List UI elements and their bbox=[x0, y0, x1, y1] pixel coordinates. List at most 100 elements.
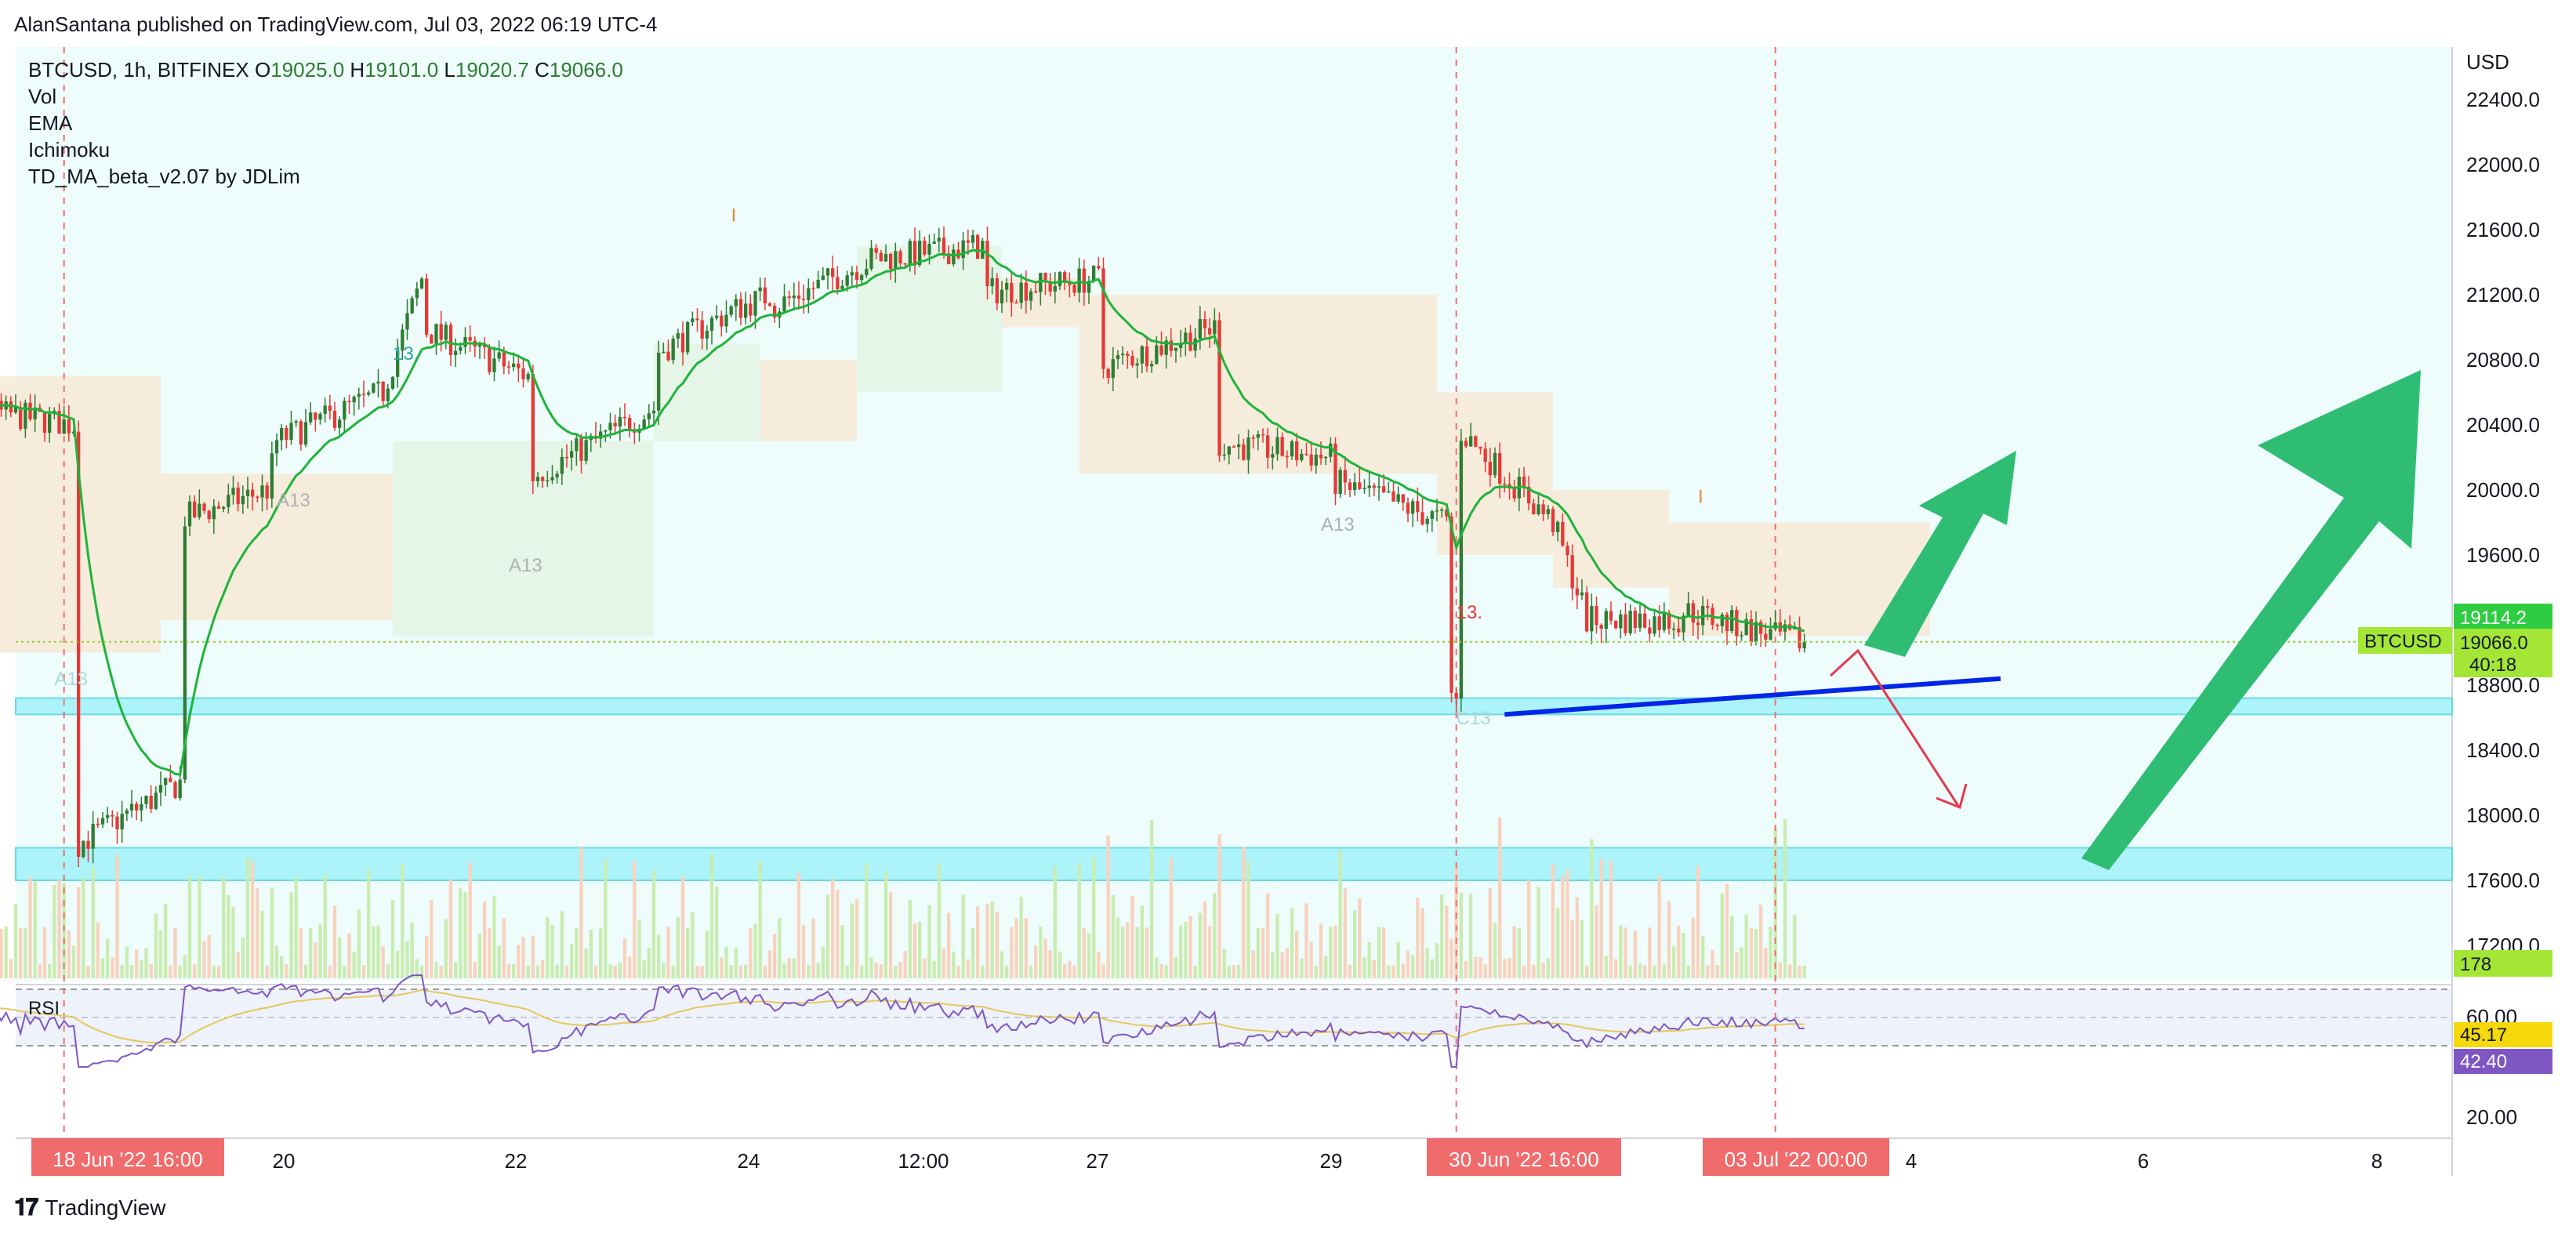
volume-bar bbox=[53, 885, 56, 978]
volume-bar bbox=[1382, 927, 1386, 978]
volume-bar bbox=[361, 965, 366, 978]
candle-body bbox=[245, 489, 250, 496]
volume-bar bbox=[657, 934, 661, 978]
candle-body bbox=[1285, 455, 1289, 458]
volume-bar bbox=[633, 861, 637, 978]
candle-body bbox=[526, 374, 530, 379]
volume-bar bbox=[1401, 963, 1405, 978]
volume-bar bbox=[1101, 963, 1105, 978]
time-highlight-bg bbox=[1427, 1138, 1621, 1176]
candle-body bbox=[738, 299, 743, 318]
candle-body bbox=[309, 412, 313, 423]
volume-bar bbox=[1420, 908, 1424, 978]
volume-bar bbox=[1367, 942, 1371, 978]
volume-bar bbox=[1425, 948, 1429, 978]
volume-bar bbox=[1740, 947, 1743, 978]
candle-body bbox=[686, 321, 690, 353]
volume-bar bbox=[1198, 912, 1202, 978]
volume-bar bbox=[1135, 927, 1139, 978]
volume-bar bbox=[245, 857, 250, 978]
volume-bar bbox=[976, 906, 980, 978]
volume-bar bbox=[77, 887, 81, 978]
legend: BTCUSD, 1h, BITFINEX O19025.0 H19101.0 L… bbox=[28, 58, 623, 188]
time-tick: 22 bbox=[505, 1149, 528, 1173]
volume-bar bbox=[865, 863, 869, 978]
candle-body bbox=[347, 401, 351, 403]
candle-body bbox=[439, 324, 443, 340]
candle-body bbox=[1314, 454, 1318, 466]
candle-body bbox=[1614, 620, 1618, 629]
candle-body bbox=[415, 288, 419, 299]
candle-body bbox=[1425, 518, 1429, 524]
volume-bar bbox=[1628, 965, 1632, 978]
candle-body bbox=[883, 253, 888, 262]
volume-bar bbox=[444, 919, 448, 978]
tradingview-footer[interactable]: 𝟏𝟕 TradingView bbox=[14, 1195, 165, 1221]
volume-bar bbox=[613, 965, 617, 978]
candle-body bbox=[207, 510, 211, 520]
volume-bar bbox=[299, 927, 303, 978]
volume-bar bbox=[1387, 965, 1391, 978]
candle-body bbox=[575, 438, 579, 452]
candle-body bbox=[48, 414, 52, 433]
volume-bar bbox=[1193, 965, 1197, 978]
volume-bar bbox=[1121, 927, 1125, 978]
candle-body bbox=[367, 392, 371, 395]
volume-bar bbox=[564, 965, 569, 978]
volume-bar bbox=[749, 927, 753, 978]
volume-bar bbox=[202, 941, 206, 978]
volume-bar bbox=[285, 964, 288, 978]
volume-bar bbox=[338, 938, 342, 978]
rsi-value-badge: 42.40 bbox=[2460, 1051, 2507, 1072]
symbol-badge: BTCUSD bbox=[2364, 631, 2442, 652]
volume-bar bbox=[990, 901, 994, 978]
candle-body bbox=[1019, 282, 1023, 303]
volume-bar bbox=[1657, 875, 1661, 978]
candle-body bbox=[1435, 510, 1439, 512]
volume-bar bbox=[546, 917, 550, 978]
volume-bar bbox=[570, 943, 574, 978]
volume-bar bbox=[1358, 898, 1362, 978]
volume-bar bbox=[1208, 926, 1212, 978]
candle-body bbox=[24, 402, 27, 430]
volume-bar bbox=[709, 853, 714, 978]
candle-body bbox=[1150, 364, 1154, 367]
volume-bar bbox=[942, 948, 946, 978]
volume-bar bbox=[372, 926, 376, 978]
candle-body bbox=[1029, 291, 1033, 301]
candle-body bbox=[825, 268, 830, 276]
candle-body bbox=[1527, 486, 1531, 504]
volume-bar bbox=[912, 923, 917, 978]
candle-body bbox=[840, 285, 844, 289]
candle-body bbox=[1309, 454, 1313, 466]
volume-bar bbox=[767, 950, 772, 978]
candle-body bbox=[1662, 612, 1666, 630]
volume-bar bbox=[309, 927, 313, 978]
candle-body bbox=[903, 263, 907, 265]
volume-bar bbox=[642, 959, 646, 978]
volume-bar bbox=[1546, 958, 1550, 978]
time-tick: 27 bbox=[1087, 1149, 1109, 1173]
volume-bar bbox=[1522, 966, 1526, 978]
candle-body bbox=[260, 485, 264, 498]
volume-bar bbox=[1474, 956, 1478, 978]
drawings[interactable] bbox=[1504, 370, 2421, 870]
candle-body bbox=[1430, 511, 1434, 519]
cloud-segment bbox=[760, 360, 857, 441]
candle-body bbox=[488, 347, 492, 372]
volume-bar bbox=[903, 950, 907, 978]
candle-body bbox=[763, 287, 767, 303]
rsi-ma-line bbox=[0, 989, 1805, 1044]
volume-bar bbox=[671, 965, 675, 978]
volume-bar bbox=[390, 900, 395, 978]
candle-body bbox=[1014, 302, 1018, 304]
candle-body bbox=[1604, 611, 1608, 629]
volume-bar bbox=[227, 895, 230, 978]
volume-bar bbox=[125, 946, 129, 978]
volume-bar bbox=[1783, 819, 1787, 978]
candle-body bbox=[1227, 446, 1231, 455]
candle-body bbox=[410, 298, 414, 314]
volume-bar bbox=[178, 965, 182, 978]
candle-body bbox=[1590, 606, 1594, 632]
